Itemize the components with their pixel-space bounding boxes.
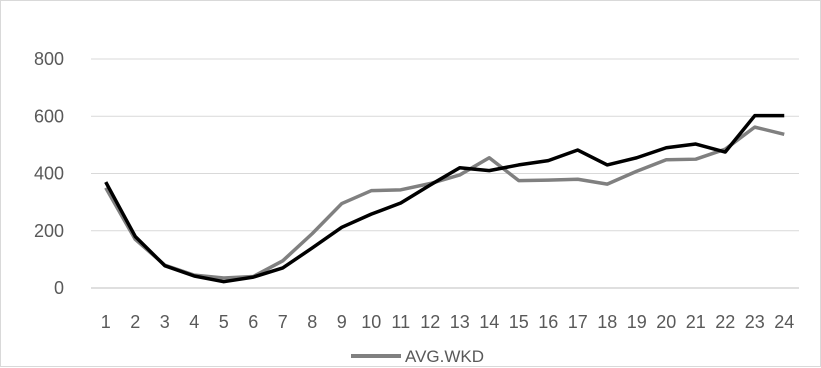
x-tick-label: 10 xyxy=(361,312,381,332)
x-tick-label: 11 xyxy=(391,312,410,332)
x-tick-label: 22 xyxy=(715,312,735,332)
x-tick-label: 21 xyxy=(686,312,706,332)
x-tick-label: 5 xyxy=(219,312,229,332)
y-tick-label: 0 xyxy=(54,278,64,298)
series-line-1 xyxy=(104,125,785,280)
x-tick-label: 15 xyxy=(509,312,529,332)
x-tick-label: 6 xyxy=(248,312,258,332)
x-tick-label: 16 xyxy=(538,312,558,332)
legend: AVG.WKD xyxy=(351,347,484,366)
x-tick-label: 2 xyxy=(130,312,140,332)
x-tick-label: 18 xyxy=(597,312,617,332)
x-tick-label: 3 xyxy=(160,312,170,332)
x-tick-label: 8 xyxy=(307,312,317,332)
x-tick-label: 19 xyxy=(627,312,647,332)
x-tick-label: 13 xyxy=(450,312,470,332)
x-tick-label: 12 xyxy=(420,312,440,332)
x-tick-label: 9 xyxy=(337,312,347,332)
series-line-2 xyxy=(104,113,785,284)
y-tick-label: 600 xyxy=(34,106,64,126)
x-tick-label: 4 xyxy=(189,312,199,332)
x-tick-label: 14 xyxy=(479,312,499,332)
x-tick-label: 7 xyxy=(278,312,288,332)
gridlines xyxy=(91,58,799,289)
x-axis: 1 2 3 4 5 6 7 8 9 10 11 12 13 14 15 16 17 18 19 20 21 22 23 24 xyxy=(101,312,795,332)
y-tick-label: 800 xyxy=(34,49,64,69)
x-tick-label: 24 xyxy=(774,312,794,332)
series-group xyxy=(104,113,785,284)
x-tick-label: 1 xyxy=(101,312,111,332)
legend-label-avg-wkd: AVG.WKD xyxy=(405,347,484,366)
y-axis: 0 200 400 600 800 xyxy=(34,49,64,298)
y-tick-label: 200 xyxy=(34,221,64,241)
x-tick-label: 17 xyxy=(568,312,588,332)
y-tick-label: 400 xyxy=(34,164,64,184)
x-tick-label: 20 xyxy=(656,312,676,332)
x-tick-label: 23 xyxy=(745,312,765,332)
